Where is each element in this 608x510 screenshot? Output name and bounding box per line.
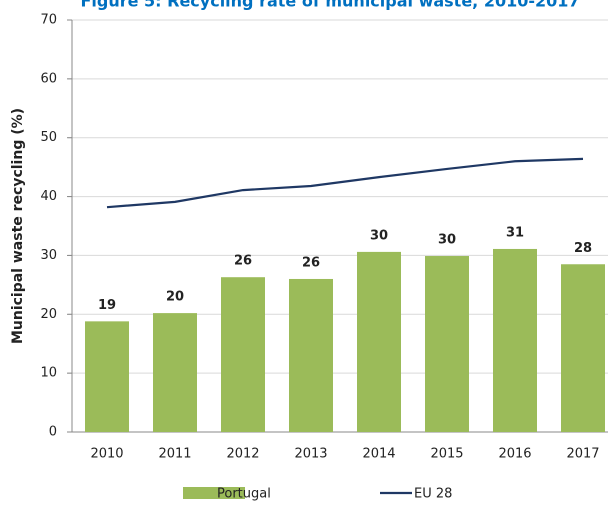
x-tick-label: 2017: [566, 447, 599, 462]
y-tick-label: 0: [49, 425, 57, 440]
y-tick-label: 60: [40, 71, 57, 86]
bar: [289, 278, 333, 432]
x-tick-label: 2012: [226, 447, 259, 462]
legend-label: Portugal: [217, 487, 271, 502]
legend-label: EU 28: [414, 487, 452, 502]
legend-swatch: [183, 487, 245, 499]
bar: [561, 264, 605, 432]
bar: [357, 251, 401, 432]
chart-title: Figure 5: Recycling rate of municipal wa…: [80, 0, 579, 11]
data-label: 30: [438, 233, 456, 248]
y-tick-label: 20: [40, 307, 57, 322]
y-tick-label: 10: [40, 366, 57, 381]
x-tick-label: 2016: [498, 447, 531, 462]
data-label: 19: [98, 298, 116, 313]
data-label: 26: [302, 255, 320, 270]
bar: [425, 256, 469, 432]
data-label: 31: [506, 225, 524, 240]
y-tick-label: 30: [40, 248, 57, 263]
x-tick-label: 2011: [158, 447, 191, 462]
x-tick-label: 2010: [90, 447, 123, 462]
bar: [85, 321, 129, 432]
bar: [493, 248, 537, 432]
line: [106, 157, 584, 209]
y-tick-label: 50: [40, 130, 57, 145]
x-tick-label: 2015: [430, 447, 463, 462]
data-label: 28: [574, 241, 592, 256]
y-tick-label: 70: [40, 13, 57, 28]
data-label: 30: [370, 228, 388, 243]
bar: [153, 313, 197, 432]
data-label: 26: [234, 254, 252, 269]
y-tick-label: 40: [40, 189, 57, 204]
x-tick-label: 2013: [294, 447, 327, 462]
bar: [221, 277, 265, 432]
x-tick-label: 2014: [362, 447, 395, 462]
y-axis-label: Municipal waste recycling (%): [10, 108, 26, 344]
data-label: 20: [166, 290, 184, 305]
